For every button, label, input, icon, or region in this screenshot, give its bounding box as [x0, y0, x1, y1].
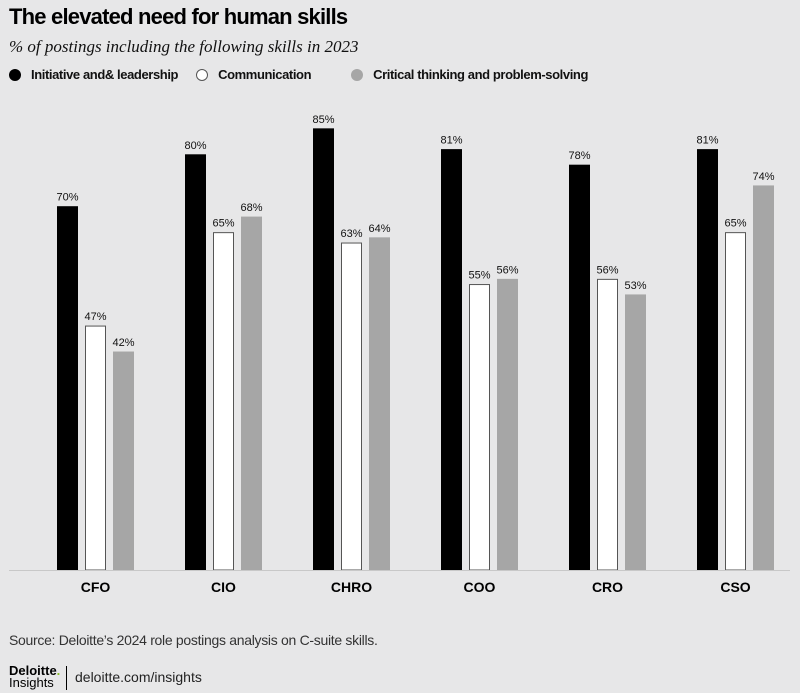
legend-label: Critical thinking and problem-solving — [373, 67, 589, 82]
bar-cio-2 — [241, 216, 262, 571]
chart-subtitle: % of postings including the following sk… — [9, 37, 359, 56]
x-tick-label: CSO — [720, 579, 750, 595]
data-label: 78% — [568, 150, 590, 162]
bar-chro-0 — [313, 128, 334, 571]
data-label: 47% — [84, 311, 106, 323]
data-label: 64% — [368, 223, 390, 235]
bar-cro-2 — [625, 294, 646, 571]
source-note: Source: Deloitte’s 2024 role postings an… — [9, 632, 378, 648]
bar-cso-2 — [753, 185, 774, 571]
legend-swatch-black — [9, 68, 21, 81]
bar-cso-0 — [697, 149, 718, 571]
bar-cio-1 — [213, 232, 234, 571]
bar-cio-0 — [185, 154, 206, 571]
data-label: 81% — [440, 135, 462, 147]
bar-coo-2 — [497, 278, 518, 571]
data-label: 56% — [596, 264, 618, 276]
data-label: 56% — [496, 264, 518, 276]
legend-label: Initiative and& leadership — [31, 67, 179, 82]
x-tick-label: COO — [464, 579, 496, 595]
divider — [66, 666, 67, 690]
x-tick-label: CRO — [592, 579, 623, 595]
x-tick-label: CHRO — [331, 579, 372, 595]
data-label: 65% — [212, 218, 234, 230]
data-label: 74% — [752, 171, 774, 183]
data-label: 42% — [112, 337, 134, 349]
bar-chro-2 — [369, 237, 390, 571]
bar-cfo-0 — [57, 206, 78, 571]
bar-coo-1 — [469, 284, 490, 571]
data-label: 68% — [240, 202, 262, 214]
legend-swatch-gray — [351, 68, 364, 81]
bar-chart: 70% 47% 42% CFO 80% 65% 68% CIO 85% 63% 64% CHRO 81%… — [9, 114, 790, 595]
bar-cro-0 — [569, 164, 590, 571]
legend-swatch-white — [196, 68, 209, 81]
bar-chro-1 — [341, 242, 362, 571]
data-label: 53% — [624, 280, 646, 292]
legend-item-initiative: Initiative and& leadership — [9, 67, 178, 82]
data-label: 80% — [184, 140, 206, 152]
legend: Initiative and& leadership Communication… — [9, 67, 606, 82]
legend-label: Communication — [218, 67, 312, 82]
bar-cfo-2 — [113, 351, 134, 571]
x-tick-label: CFO — [81, 579, 111, 595]
website-link[interactable]: deloitte.com/insights — [75, 669, 202, 685]
legend-item-communication: Communication — [196, 67, 312, 82]
data-label: 65% — [724, 218, 746, 230]
deloitte-insights-logo: Deloitte. Insights — [9, 663, 61, 690]
bar-cso-1 — [725, 232, 746, 571]
bar-cfo-1 — [85, 325, 106, 571]
chart-title: The elevated need for human skills — [9, 4, 348, 29]
legend-item-critical-thinking: Critical thinking and problem-solving — [351, 67, 588, 82]
x-tick-label: CIO — [211, 579, 236, 595]
bar-cro-1 — [597, 278, 618, 571]
data-label: 70% — [56, 192, 78, 204]
data-label: 63% — [340, 228, 362, 240]
data-label: 81% — [696, 135, 718, 147]
data-label: 55% — [468, 270, 490, 282]
data-label: 85% — [312, 114, 334, 126]
bar-coo-0 — [441, 149, 462, 571]
